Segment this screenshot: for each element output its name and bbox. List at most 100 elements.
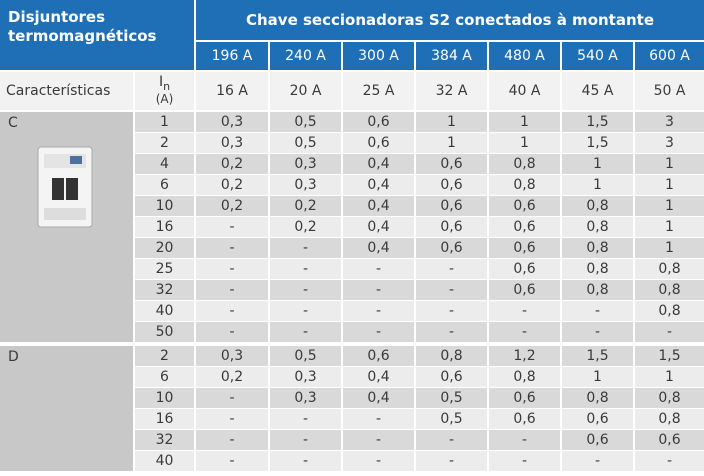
in-in_subscript: n	[163, 80, 171, 93]
column-header: 480 A	[489, 42, 560, 70]
group-name: C	[0, 112, 133, 342]
in-value: 10	[135, 388, 194, 408]
table-cell: 0,6	[489, 259, 560, 279]
table-cell: 0,8	[489, 154, 560, 174]
table-cell: -	[343, 280, 414, 300]
in-value: 16	[135, 409, 194, 429]
table-cell: 0,5	[270, 133, 341, 153]
table-cell: 0,8	[562, 217, 633, 237]
table-cell: 3	[635, 112, 704, 132]
table-cell: -	[343, 259, 414, 279]
table-cell: 0,6	[343, 346, 414, 366]
in-value: 10	[135, 196, 194, 216]
table-cell: 0,2	[270, 196, 341, 216]
table-cell: 0,8	[562, 196, 633, 216]
table-cell: -	[196, 238, 268, 258]
table-cell: 0,6	[416, 154, 487, 174]
table-cell: -	[416, 301, 487, 321]
table-cell: 1	[416, 133, 487, 153]
table-cell: 0,6	[562, 409, 633, 429]
table-cell: 0,4	[343, 367, 414, 387]
rating: 20 A	[270, 72, 341, 110]
table-cell: 0,3	[196, 133, 268, 153]
table-cell: -	[416, 280, 487, 300]
table-cell: -	[270, 409, 341, 429]
rating: 32 A	[416, 72, 487, 110]
table-cell: -	[196, 217, 268, 237]
table-title: Disjuntores termomagnéticos	[0, 0, 194, 70]
table-cell: 0,4	[343, 196, 414, 216]
table-cell: 1	[489, 112, 560, 132]
table-cell: 0,4	[343, 238, 414, 258]
table-cell: 0,2	[196, 367, 268, 387]
group-name: D	[0, 346, 133, 471]
rating: 50 A	[635, 72, 704, 110]
table-cell: -	[196, 280, 268, 300]
table-cell: 0,8	[635, 409, 704, 429]
table-cell: 0,8	[562, 259, 633, 279]
column-header: 300 A	[343, 42, 414, 70]
table-cell: 1,5	[562, 112, 633, 132]
in-value: 40	[135, 451, 194, 471]
table-cell: -	[343, 409, 414, 429]
table-cell: 0,2	[270, 217, 341, 237]
table-cell: 0,6	[416, 217, 487, 237]
table-cell: -	[489, 430, 560, 450]
in-value: 32	[135, 430, 194, 450]
table-cell: 0,8	[635, 259, 704, 279]
table-cell: -	[343, 301, 414, 321]
table-cell: -	[196, 430, 268, 450]
table-cell: -	[196, 301, 268, 321]
table-cell: -	[489, 301, 560, 321]
table-cell: 0,8	[635, 280, 704, 300]
table-cell: 0,6	[489, 238, 560, 258]
table-cell: 0,3	[270, 154, 341, 174]
table-cell: 1	[635, 175, 704, 195]
table-cell: -	[416, 430, 487, 450]
column-header: 196 A	[196, 42, 268, 70]
rating: 16 A	[196, 72, 268, 110]
table-cell: 0,2	[196, 154, 268, 174]
table-cell: -	[196, 388, 268, 408]
table-cell: 1	[635, 217, 704, 237]
table-cell: -	[635, 451, 704, 471]
column-header: 384 A	[416, 42, 487, 70]
in-value: 40	[135, 301, 194, 321]
table-cell: 0,5	[270, 112, 341, 132]
subheader-label: Características	[0, 72, 133, 110]
table-cell: 0,8	[562, 280, 633, 300]
table-cell: 0,3	[196, 346, 268, 366]
table-cell: 0,6	[489, 409, 560, 429]
table-cell: 1,5	[635, 346, 704, 366]
table-cell: 0,8	[416, 346, 487, 366]
table-cell: -	[416, 322, 487, 342]
in-value: 6	[135, 367, 194, 387]
table-cell: 1	[416, 112, 487, 132]
in-in_symbol: I	[158, 74, 164, 90]
table-cell: 0,6	[562, 430, 633, 450]
table-cell: 0,6	[489, 217, 560, 237]
table-cell: 0,3	[270, 367, 341, 387]
table-cell: 0,5	[416, 409, 487, 429]
table-cell: 0,3	[270, 388, 341, 408]
table-cell: 1	[635, 238, 704, 258]
table-cell: -	[343, 430, 414, 450]
breaker-image	[37, 146, 93, 228]
table-cell: 0,6	[635, 430, 704, 450]
table-cell: 0,4	[343, 175, 414, 195]
table-cell: 1,5	[562, 133, 633, 153]
table-cell: -	[489, 322, 560, 342]
table-cell: 0,2	[196, 196, 268, 216]
table-cell: 1	[562, 175, 633, 195]
in-value: 25	[135, 259, 194, 279]
table-cell: 1	[489, 133, 560, 153]
table-cell: -	[562, 322, 633, 342]
table-cell: -	[196, 322, 268, 342]
in-value: 4	[135, 154, 194, 174]
table-cell: 0,6	[416, 196, 487, 216]
table-cell: 0,8	[562, 238, 633, 258]
table-cell: 0,2	[196, 175, 268, 195]
table-cell: -	[562, 301, 633, 321]
table-cell: 0,8	[635, 388, 704, 408]
